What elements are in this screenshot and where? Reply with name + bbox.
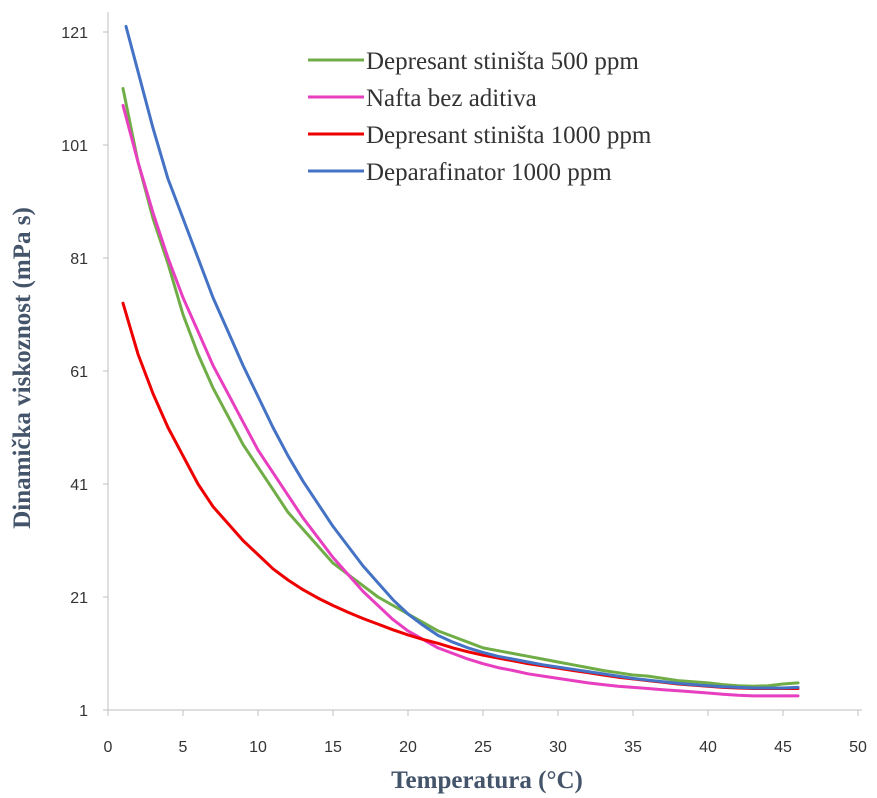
legend-label: Depresant stiništa 500 ppm (366, 48, 639, 75)
x-tick-label: 35 (624, 739, 642, 756)
x-tick-label: 10 (249, 739, 267, 756)
x-tick-label: 5 (179, 739, 188, 756)
x-tick-label: 25 (474, 739, 492, 756)
y-tick-label: 21 (70, 590, 88, 607)
x-tick-label: 30 (549, 739, 567, 756)
y-tick-label: 41 (70, 477, 88, 494)
x-axis: 0 5 10 15 20 25 30 35 40 45 50 (104, 709, 867, 756)
y-tick-label: 61 (70, 364, 88, 381)
series-lines (121, 24, 800, 698)
y-tick-label: 101 (61, 138, 88, 155)
x-axis-title: Temperatura (°C) (391, 767, 583, 794)
x-tick-label: 45 (774, 739, 792, 756)
x-tick-label: 15 (324, 739, 342, 756)
series-line-2 (121, 301, 800, 690)
y-tick-label: 81 (70, 251, 88, 268)
legend-label: Depresant stiništa 1000 ppm (366, 122, 652, 149)
legend: Depresant stiništa 500 ppm Nafta bez adit… (308, 48, 652, 186)
series-line-0 (121, 87, 800, 688)
x-tick-label: 20 (399, 739, 417, 756)
series-line-3 (124, 24, 800, 690)
x-tick-label: 0 (104, 739, 113, 756)
x-tick-label: 40 (699, 739, 717, 756)
legend-label: Deparafinator 1000 ppm (366, 159, 612, 186)
legend-label: Nafta bez aditiva (366, 85, 537, 112)
series-line-1 (121, 103, 800, 698)
y-tick-label: 121 (61, 25, 88, 42)
y-axis-title: Dinamička viskoznost (mPa s) (9, 207, 36, 529)
x-tick-label: 50 (849, 739, 867, 756)
y-tick-label: 1 (79, 703, 88, 720)
